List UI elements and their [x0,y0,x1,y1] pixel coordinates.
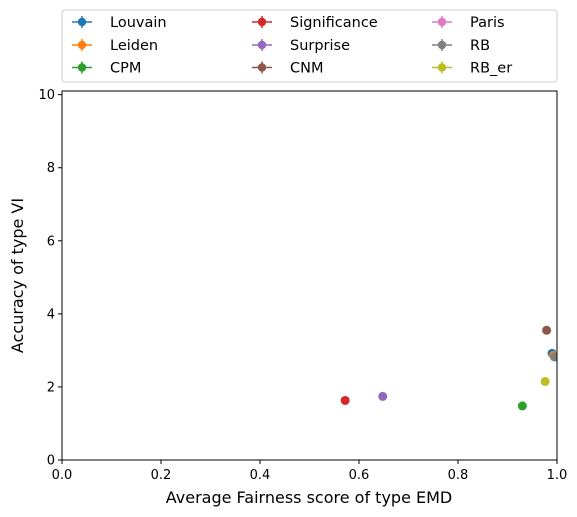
legend-marker-dot [437,63,447,72]
x-tick-label: 0.0 [52,468,73,483]
x-tick-label: 0.6 [349,468,370,483]
legend-item: CNM [252,61,323,77]
legend-item: Surprise [252,38,350,54]
y-tick-label: 10 [38,88,55,103]
legend-item: CPM [72,61,141,77]
legend-label: Leiden [110,38,158,54]
data-point-cpm [517,401,527,411]
legend-label: RB [470,38,490,54]
legend-marker-dot [257,17,267,27]
legend-marker-dot [257,63,267,72]
data-point-rb [550,352,557,362]
legend-item: Louvain [72,15,167,31]
legend-marker-dot [77,40,87,50]
x-tick-label: 0.4 [250,468,271,483]
legend-box [61,9,558,83]
legend: Louvain Leiden CPM Significance Surprise CNM P… [61,9,558,83]
data-point-rb-er [540,376,550,386]
x-axis: 0.0 0.2 0.4 0.6 0.8 1.0 [52,460,568,483]
y-tick-label: 8 [47,161,55,176]
legend-label: Paris [470,15,505,31]
y-axis-title: Accuracy of type VI [8,198,27,353]
data-points [340,91,557,411]
data-point-significance [340,395,350,405]
y-tick-label: 6 [47,234,55,249]
legend-marker-dot [77,63,87,72]
y-tick-label: 4 [47,307,55,322]
legend-item: Significance [252,15,378,31]
legend-marker-dot [77,17,87,27]
legend-marker-dot [437,40,447,50]
x-tick-label: 0.8 [448,468,469,483]
legend-label: RB_er [470,61,512,77]
legend-label: CPM [110,61,141,77]
legend-marker-dot [257,40,267,50]
y-tick-label: 0 [47,454,55,469]
legend-item: Paris [432,15,505,31]
legend-label: Louvain [110,15,167,31]
x-axis-title: Average Fairness score of type EMD [166,488,452,507]
legend-item: RB [432,38,490,54]
legend-marker-dot [437,17,447,27]
legend-label: Surprise [290,38,350,54]
y-axis: 0 2 4 6 8 10 [38,88,62,469]
y-tick-label: 2 [47,380,55,395]
x-tick-label: 0.2 [151,468,172,483]
plot-frame [61,90,558,461]
data-point-surprise [378,391,388,401]
data-point-cnm [542,325,552,335]
legend-item: Leiden [72,38,158,54]
legend-label: CNM [290,61,323,77]
x-tick-label: 1.0 [547,468,568,483]
legend-label: Significance [290,15,378,31]
legend-item: RB_er [432,61,512,77]
